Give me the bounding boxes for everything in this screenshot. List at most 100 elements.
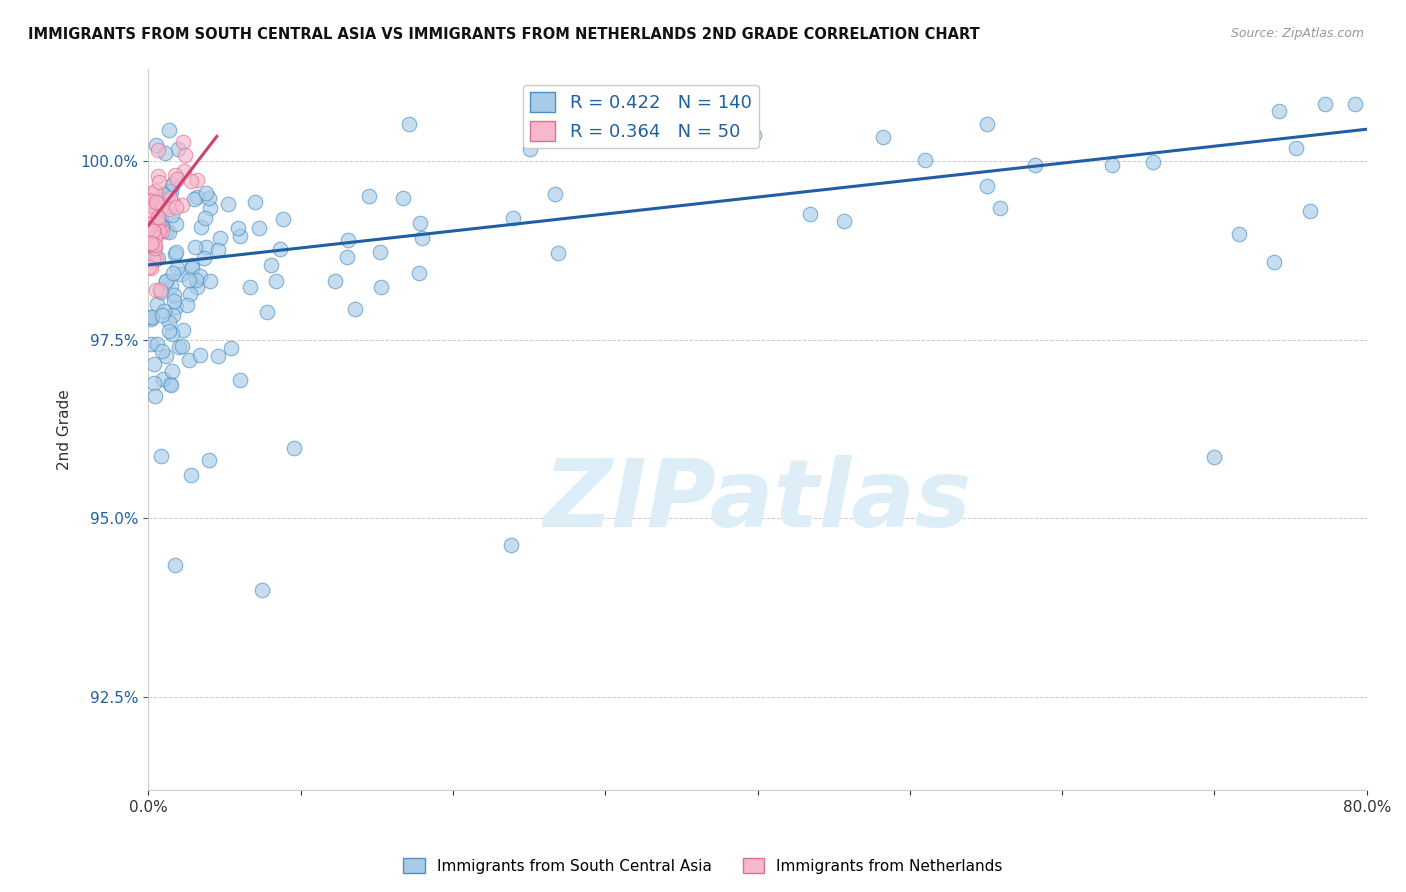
- Point: [142, 376, 165, 391]
- Point: [145, 252, 167, 267]
- Point: [143, 184, 166, 198]
- Point: [155, 225, 177, 239]
- Point: [976, 179, 998, 194]
- Point: [181, 261, 204, 276]
- Point: [243, 195, 266, 210]
- Point: [163, 558, 186, 573]
- Point: [138, 193, 160, 207]
- Point: [988, 201, 1011, 215]
- Point: [166, 260, 188, 275]
- Point: [157, 325, 180, 339]
- Point: [1101, 157, 1123, 171]
- Point: [336, 251, 359, 265]
- Point: [143, 238, 166, 252]
- Point: [138, 260, 160, 275]
- Point: [411, 230, 433, 244]
- Point: [142, 223, 165, 237]
- Point: [150, 224, 173, 238]
- Point: [198, 191, 221, 205]
- Point: [148, 175, 170, 189]
- Point: [159, 191, 181, 205]
- Point: [221, 341, 243, 355]
- Point: [174, 148, 197, 162]
- Point: [157, 225, 180, 239]
- Point: [188, 268, 211, 283]
- Point: [145, 229, 167, 244]
- Point: [172, 323, 194, 337]
- Point: [252, 582, 274, 597]
- Point: [1344, 97, 1367, 112]
- Point: [148, 144, 170, 158]
- Point: [138, 202, 160, 217]
- Point: [228, 221, 250, 235]
- Text: Source: ZipAtlas.com: Source: ZipAtlas.com: [1230, 27, 1364, 40]
- Point: [160, 208, 183, 222]
- Point: [141, 236, 163, 251]
- Point: [172, 339, 194, 353]
- Point: [142, 224, 165, 238]
- Point: [167, 341, 190, 355]
- Point: [162, 196, 184, 211]
- Point: [143, 222, 166, 236]
- Point: [283, 441, 305, 455]
- Point: [544, 187, 567, 202]
- Point: [139, 202, 162, 217]
- Point: [180, 258, 202, 272]
- Point: [148, 251, 170, 265]
- Text: IMMIGRANTS FROM SOUTH CENTRAL ASIA VS IMMIGRANTS FROM NETHERLANDS 2ND GRADE CORR: IMMIGRANTS FROM SOUTH CENTRAL ASIA VS IM…: [28, 27, 980, 42]
- Point: [149, 216, 172, 230]
- Point: [194, 240, 217, 254]
- Point: [169, 267, 191, 281]
- Text: ZIPatlas: ZIPatlas: [544, 455, 972, 548]
- Point: [188, 348, 211, 362]
- Point: [165, 245, 187, 260]
- Point: [162, 177, 184, 191]
- Point: [976, 117, 998, 131]
- Point: [337, 233, 360, 247]
- Point: [139, 211, 162, 226]
- Point: [145, 195, 167, 210]
- Point: [209, 230, 232, 244]
- Point: [180, 467, 202, 482]
- Point: [139, 312, 162, 326]
- Point: [166, 301, 188, 315]
- Point: [200, 201, 222, 215]
- Point: [160, 178, 183, 192]
- Point: [1285, 141, 1308, 155]
- Point: [155, 273, 177, 287]
- Point: [179, 272, 201, 286]
- Point: [162, 327, 184, 342]
- Point: [149, 283, 172, 297]
- Point: [1263, 254, 1285, 268]
- Point: [799, 206, 821, 220]
- Point: [704, 120, 727, 134]
- Point: [217, 197, 239, 211]
- Point: [141, 198, 163, 212]
- Point: [325, 274, 347, 288]
- Point: [138, 194, 160, 209]
- Point: [153, 145, 176, 160]
- Point: [163, 168, 186, 182]
- Point: [165, 200, 187, 214]
- Point: [179, 287, 201, 301]
- Point: [370, 279, 392, 293]
- Point: [166, 172, 188, 186]
- Point: [149, 285, 172, 299]
- Point: [183, 192, 205, 206]
- Point: [141, 310, 163, 324]
- Point: [260, 258, 283, 272]
- Point: [1202, 450, 1225, 464]
- Point: [186, 273, 208, 287]
- Point: [163, 246, 186, 260]
- Point: [160, 363, 183, 377]
- Point: [159, 202, 181, 217]
- Point: [198, 274, 221, 288]
- Point: [264, 275, 287, 289]
- Point: [143, 219, 166, 233]
- Legend: Immigrants from South Central Asia, Immigrants from Netherlands: Immigrants from South Central Asia, Immi…: [398, 852, 1008, 880]
- Point: [155, 350, 177, 364]
- Y-axis label: 2nd Grade: 2nd Grade: [58, 389, 72, 469]
- Point: [207, 243, 229, 257]
- Point: [269, 242, 291, 256]
- Point: [162, 308, 184, 322]
